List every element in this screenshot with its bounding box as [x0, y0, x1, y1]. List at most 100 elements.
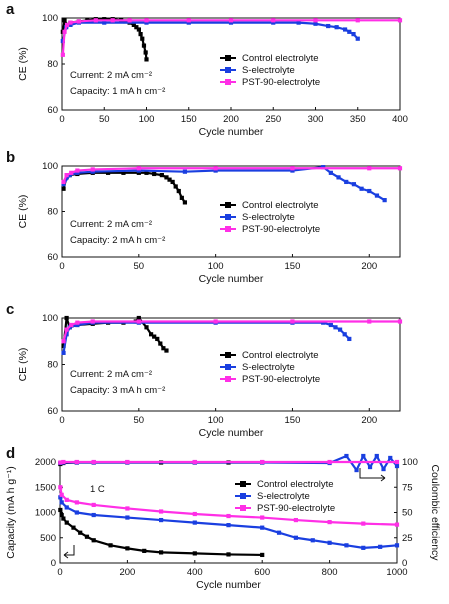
legend-label: PST-90-electrolyte — [242, 224, 320, 235]
series-1 — [60, 20, 360, 44]
series-trace — [62, 320, 400, 342]
legend-marker — [240, 493, 246, 499]
y-tick-label: 500 — [40, 533, 56, 544]
data-point — [164, 348, 169, 353]
x-tick-label: 350 — [350, 114, 366, 125]
y2-tick-label: 0 — [402, 558, 407, 569]
data-point — [347, 336, 352, 342]
y2-tick-label: 25 — [402, 533, 413, 544]
legend: Control electrolyteS-electrolytePST-90-e… — [220, 350, 320, 385]
y2-tick-label: 75 — [402, 482, 413, 493]
annotation: Capacity: 1 mA h cm⁻² — [70, 86, 165, 97]
annotation: 1 C — [90, 484, 105, 495]
legend: Control electrolyteS-electrolytePST-90-e… — [220, 53, 320, 88]
legend-marker — [225, 67, 231, 73]
series-2 — [61, 166, 403, 185]
legend: Control electrolyteS-electrolytePST-90-e… — [220, 200, 320, 235]
data-point — [58, 495, 63, 500]
data-point — [60, 52, 65, 57]
panel-letter: d — [6, 445, 15, 462]
axis-indicator-arrows — [63, 468, 386, 559]
x-tick-label: 0 — [57, 567, 62, 578]
legend-label: S-electrolyte — [242, 65, 295, 76]
annotation: Capacity: 3 mA h cm⁻² — [70, 385, 165, 396]
legend-label: S-electrolyte — [242, 362, 295, 373]
x-tick-label: 0 — [59, 114, 64, 125]
panel-letter: b — [6, 149, 15, 166]
legend-marker — [225, 226, 231, 232]
legend-marker — [225, 352, 231, 358]
y-axis-title: CE (%) — [17, 47, 29, 81]
y-tick-label: 1000 — [35, 508, 56, 519]
panel-letter: a — [6, 1, 15, 18]
legend-label: Control electrolyte — [242, 350, 319, 361]
series-trace — [62, 166, 386, 202]
legend-marker — [225, 364, 231, 370]
annotation: Current: 2 mA cm⁻² — [70, 369, 152, 380]
data-point — [382, 198, 387, 203]
series-trace — [61, 21, 359, 42]
x-tick-label: 100 — [208, 415, 224, 426]
x-tick-label: 400 — [392, 114, 408, 125]
x-tick-label: 400 — [187, 567, 203, 578]
series-trace — [59, 497, 398, 549]
x-axis-title: Cycle number — [196, 579, 261, 591]
data-point — [61, 182, 66, 187]
x-tick-label: 50 — [99, 114, 110, 125]
series-trace — [59, 509, 263, 557]
x-tick-label: 100 — [208, 261, 224, 272]
annotation: Current: 2 mA cm⁻² — [70, 219, 152, 230]
x-tick-label: 150 — [285, 261, 301, 272]
y-tick-label: 80 — [47, 59, 58, 70]
series-2 — [61, 319, 403, 344]
data-point — [394, 543, 400, 548]
series-trace — [62, 167, 400, 183]
x-tick-label: 300 — [308, 114, 324, 125]
annotation: Capacity: 2 mA h cm⁻² — [70, 235, 165, 246]
legend-marker — [225, 55, 231, 61]
y-tick-label: 100 — [42, 313, 58, 324]
y2-tick-label: 100 — [402, 457, 418, 468]
series-trace — [62, 171, 186, 204]
x-tick-label: 200 — [361, 415, 377, 426]
data-point — [58, 507, 63, 513]
x-tick-label: 150 — [285, 415, 301, 426]
x-tick-label: 200 — [119, 567, 135, 578]
legend-label: PST-90-electrolyte — [257, 503, 335, 514]
legend-label: PST-90-electrolyte — [242, 77, 320, 88]
series-2 — [58, 485, 400, 527]
x-tick-label: 1000 — [386, 567, 407, 578]
plot-frame — [59, 461, 398, 564]
legend-label: Control electrolyte — [242, 200, 319, 211]
x-tick-label: 250 — [265, 114, 281, 125]
x-tick-label: 150 — [181, 114, 197, 125]
legend-marker — [240, 505, 246, 511]
x-axis-title: Cycle number — [199, 126, 264, 138]
annotation: Current: 2 mA cm⁻² — [70, 70, 152, 81]
legend-marker — [225, 376, 231, 382]
x-tick-label: 200 — [361, 261, 377, 272]
series-2 — [60, 18, 403, 57]
series-trace — [59, 487, 398, 526]
data-point — [58, 485, 63, 490]
series-5 — [58, 459, 400, 465]
legend-marker — [225, 214, 231, 220]
y-axis-title: CE (%) — [17, 195, 29, 229]
panel-d: d0 200 400 600 800 10000500100015002000025507… — [5, 445, 441, 591]
series-1 — [58, 495, 400, 550]
series-trace — [61, 18, 148, 60]
x-axis-title: Cycle number — [199, 273, 264, 285]
y-tick-label: 0 — [51, 558, 56, 569]
series-1 — [61, 165, 387, 203]
x-tick-label: 600 — [254, 567, 270, 578]
legend-label: Control electrolyte — [242, 53, 319, 64]
panel-a: a 0 50 100 150 200 250 300 350 400 60 80 100 Cycle nu… — [6, 1, 408, 138]
legend-marker — [225, 79, 231, 85]
y-tick-label: 60 — [47, 105, 58, 116]
series-0 — [58, 507, 265, 558]
x-axis-title: Cycle number — [199, 427, 264, 439]
data-point — [58, 460, 63, 465]
y-tick-label: 100 — [42, 13, 58, 24]
